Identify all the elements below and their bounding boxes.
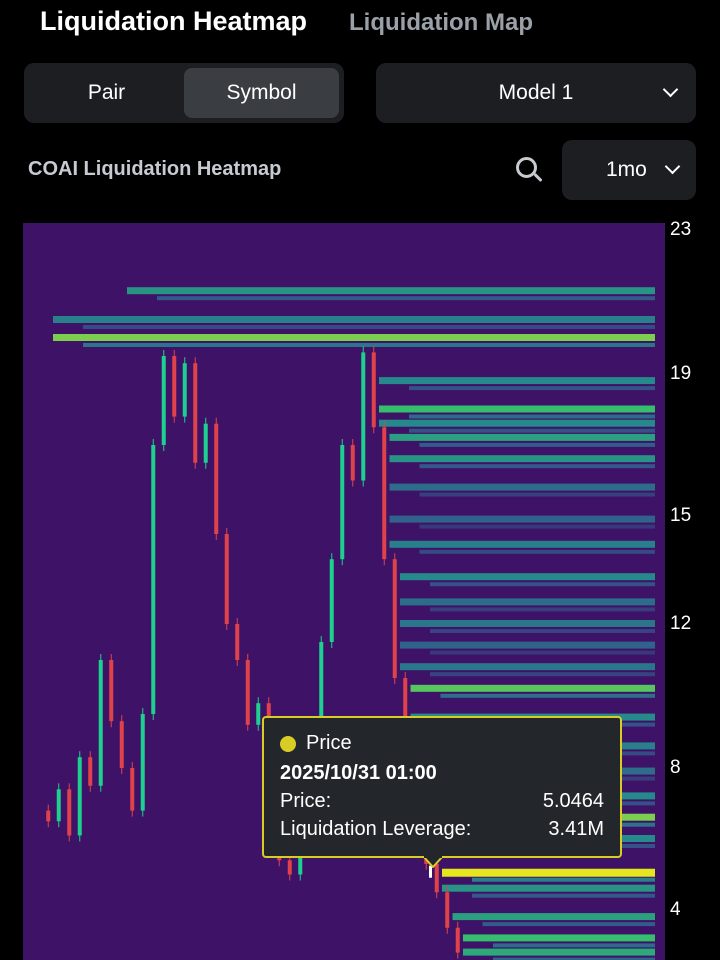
liquidation-band <box>389 515 655 523</box>
liquidation-band-secondary <box>83 325 655 329</box>
y-tick-label: 12 <box>670 613 692 634</box>
liquidation-band-secondary <box>430 607 655 612</box>
liquidation-band <box>389 483 655 491</box>
y-tick-label: 23 <box>670 219 692 240</box>
model-dropdown[interactable]: Model 1 <box>376 63 696 123</box>
period-dropdown-label: 1mo <box>606 158 647 181</box>
liquidation-band <box>389 540 655 548</box>
liquidation-band-secondary <box>419 549 655 554</box>
tab-liquidation-map[interactable]: Liquidation Map <box>349 9 533 36</box>
y-tick-label: 15 <box>670 505 692 526</box>
period-dropdown[interactable]: 1mo <box>562 140 696 200</box>
liquidation-band-secondary <box>430 672 655 677</box>
tooltip-time: 2025/10/31 01:00 <box>280 762 437 784</box>
pair-symbol-toggle: Pair Symbol <box>24 63 344 123</box>
chevron-down-icon <box>664 158 681 175</box>
liquidation-band-secondary <box>430 629 655 633</box>
liquidation-band-secondary <box>409 428 655 433</box>
liquidation-band <box>442 884 655 892</box>
liquidation-band-secondary <box>409 386 655 391</box>
liquidation-band <box>53 316 655 323</box>
liquidation-band-secondary <box>493 957 655 960</box>
liquidation-band-secondary <box>419 464 655 469</box>
liquidation-band-secondary <box>83 343 655 347</box>
tooltip-price-row: Price: 5.0464 <box>280 790 604 813</box>
liquidation-band-secondary <box>409 414 655 419</box>
tooltip-header: Price <box>280 732 604 755</box>
y-tick-label: 19 <box>670 363 692 384</box>
pair-button[interactable]: Pair <box>87 81 126 104</box>
header-tabs: Liquidation Heatmap Liquidation Map <box>40 6 533 37</box>
liquidation-band-secondary <box>472 877 655 882</box>
liquidation-band-secondary <box>419 524 655 529</box>
tooltip-price-value: 5.0464 <box>542 790 604 812</box>
liquidation-band-secondary <box>430 650 655 655</box>
symbol-button[interactable]: Symbol <box>184 68 339 118</box>
liquidation-band-secondary <box>440 693 655 698</box>
tooltip-price-label: Price: <box>280 790 332 812</box>
tab-liquidation-heatmap[interactable]: Liquidation Heatmap <box>40 6 308 36</box>
liquidation-band <box>400 663 655 671</box>
tooltip-leverage-row: Liquidation Leverage: 3.41M <box>280 818 604 841</box>
liquidation-band-secondary <box>482 922 655 927</box>
price-tooltip: Price 2025/10/31 01:00 Price: 5.0464 Liq… <box>262 716 622 858</box>
liquidation-band <box>379 419 655 427</box>
liquidation-band-secondary <box>430 582 655 587</box>
chart-title: COAI Liquidation Heatmap <box>28 158 282 180</box>
liquidation-band-secondary <box>157 296 655 301</box>
liquidation-band <box>442 868 655 877</box>
liquidation-band <box>400 573 655 581</box>
crosshair-marker <box>429 865 432 878</box>
liquidation-band <box>389 455 655 463</box>
tooltip-series: Price <box>306 732 352 754</box>
liquidation-band-secondary <box>493 943 655 948</box>
liquidation-band <box>400 620 655 627</box>
liquidation-band <box>379 377 655 385</box>
liquidation-band-secondary <box>419 442 655 447</box>
y-tick-label: 8 <box>670 757 681 778</box>
tooltip-leverage-value: 3.41M <box>548 818 604 840</box>
liquidation-band <box>452 913 655 921</box>
tooltip-pointer <box>423 856 443 868</box>
liquidation-band <box>463 934 655 942</box>
y-axis: 23 19 15 12 8 4 <box>665 219 720 960</box>
liquidation-band <box>379 405 655 413</box>
liquidation-band <box>127 287 655 295</box>
liquidation-band <box>400 641 655 649</box>
liquidation-band <box>389 433 655 441</box>
liquidation-band <box>410 684 655 692</box>
liquidation-band <box>463 948 655 956</box>
y-tick-label: 4 <box>670 899 681 920</box>
liquidation-band <box>53 334 655 341</box>
liquidation-band-secondary <box>419 492 655 497</box>
search-icon[interactable] <box>514 155 546 187</box>
dot-icon <box>280 735 296 752</box>
model-dropdown-label: Model 1 <box>498 81 574 104</box>
liquidation-band <box>400 598 655 606</box>
tooltip-leverage-label: Liquidation Leverage: <box>280 818 472 840</box>
liquidation-band-secondary <box>472 893 655 898</box>
